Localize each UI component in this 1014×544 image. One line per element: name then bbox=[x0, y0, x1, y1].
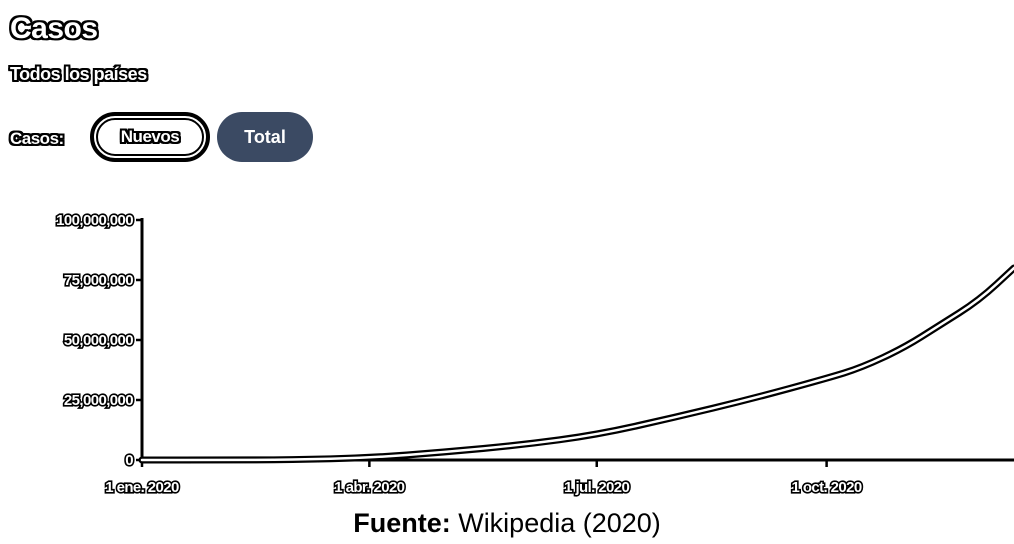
total-cases-button-label: Total bbox=[244, 126, 286, 147]
new-cases-button-label: Nuevos bbox=[120, 127, 180, 146]
page-title: Casos bbox=[10, 12, 98, 45]
y-tick-label: 25,000,000 bbox=[64, 392, 133, 409]
y-axis-ticks: 0 25,000,000 50,000,000 75,000,000 100,000,0… bbox=[55, 210, 142, 471]
new-cases-button-inner: Nuevos bbox=[96, 118, 204, 156]
total-cases-button[interactable]: Total bbox=[217, 112, 313, 162]
page-subtitle: Todos los países bbox=[10, 64, 147, 84]
x-tick-label: 1 jul. 2020 bbox=[564, 479, 629, 496]
source-text: Wikipedia (2020) bbox=[450, 508, 661, 538]
y-tick-label: 100,000,000 bbox=[56, 212, 133, 229]
y-tick-label: 50,000,000 bbox=[64, 332, 133, 349]
x-tick-label: 1 abr. 2020 bbox=[334, 479, 404, 496]
new-cases-button[interactable]: Nuevos bbox=[90, 112, 210, 162]
cases-mode-label: Casos: bbox=[10, 129, 64, 148]
y-tick-label: 0 bbox=[125, 452, 133, 469]
series-lines bbox=[138, 264, 1014, 464]
x-axis-ticks: 1 ene. 2020 1 abr. 2020 1 jul. 2020 1 oct. … bbox=[104, 460, 864, 498]
y-tick-label: 75,000,000 bbox=[64, 272, 133, 289]
x-tick-label: 1 oct. 2020 bbox=[792, 479, 862, 496]
x-tick-label: 1 ene. 2020 bbox=[105, 479, 179, 496]
series-line bbox=[140, 266, 1014, 462]
source-label: Fuente: bbox=[353, 508, 451, 538]
series-line-outline bbox=[138, 264, 1014, 464]
chart-axes bbox=[140, 218, 1014, 462]
source-caption: Fuente: Wikipedia (2020) bbox=[0, 508, 1014, 539]
